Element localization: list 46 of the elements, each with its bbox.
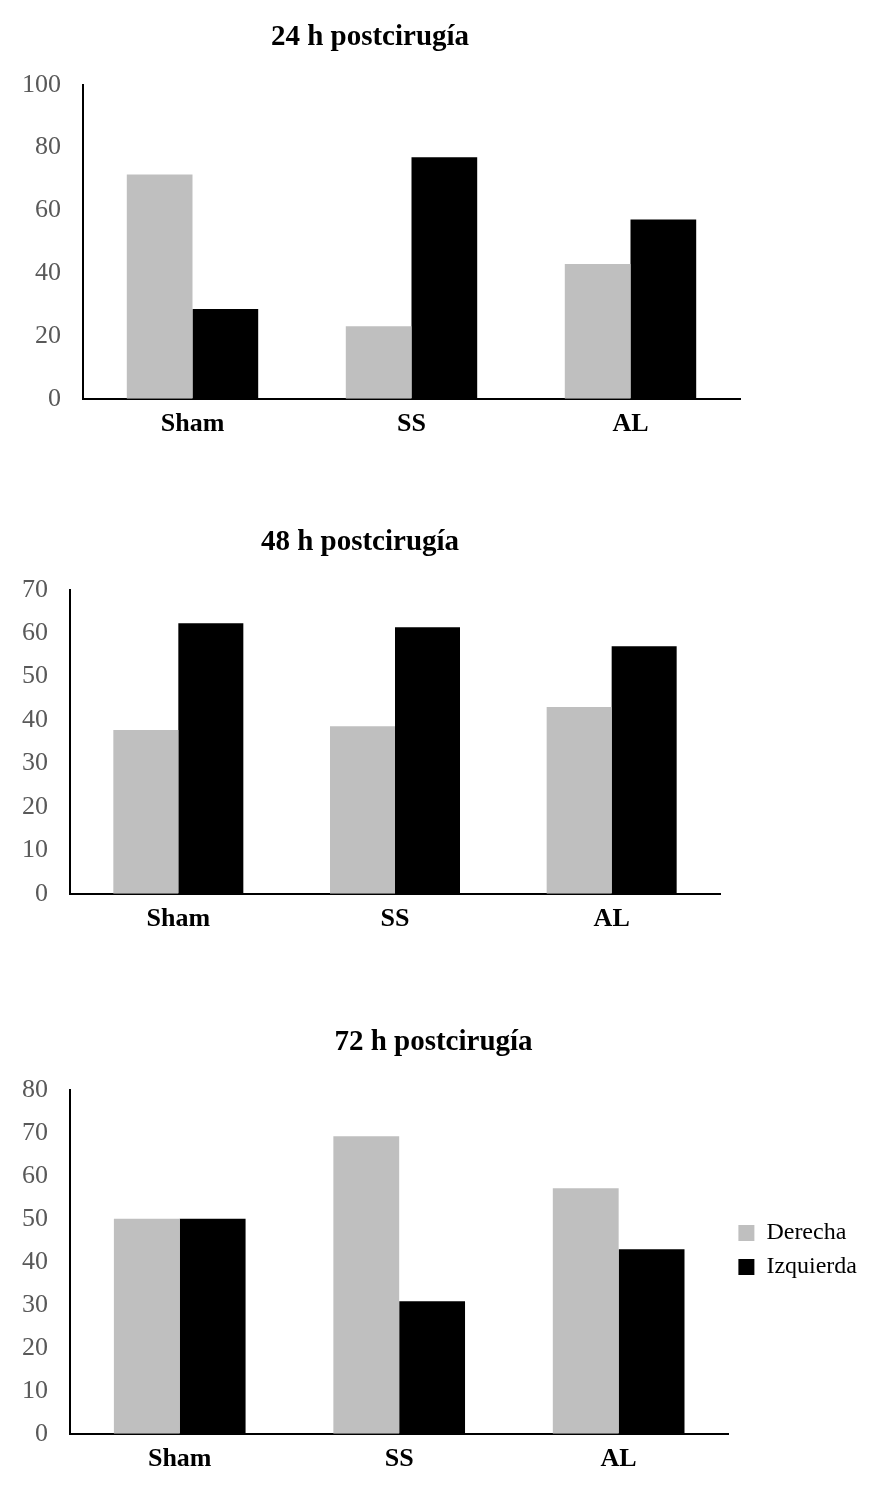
y-tick-label: 20 bbox=[22, 1331, 48, 1361]
x-tick-label: SS bbox=[397, 408, 426, 438]
bar bbox=[126, 174, 193, 399]
bar bbox=[564, 264, 631, 399]
y-tick-label: 40 bbox=[22, 703, 48, 733]
x-tick-label: SS bbox=[380, 903, 410, 933]
x-tick-label: Sham bbox=[160, 408, 225, 438]
bar bbox=[333, 1136, 400, 1434]
x-tick-label: Sham bbox=[147, 1443, 212, 1473]
y-tick-label: 50 bbox=[22, 660, 48, 690]
bar bbox=[113, 1218, 180, 1434]
y-tick-label: 40 bbox=[22, 1245, 48, 1275]
bar bbox=[113, 730, 179, 894]
y-tick-label: 0 bbox=[48, 382, 61, 412]
x-tick-label: AL bbox=[600, 1443, 637, 1473]
bar bbox=[345, 326, 412, 399]
x-tick-label: AL bbox=[612, 408, 649, 438]
y-tick-label: 80 bbox=[22, 1073, 48, 1103]
y-tick-label: 0 bbox=[35, 1417, 48, 1447]
y-tick-label: 70 bbox=[22, 1116, 48, 1146]
x-tick-label: SS bbox=[384, 1443, 414, 1473]
y-tick-label: 20 bbox=[22, 790, 48, 820]
bar bbox=[330, 726, 395, 894]
chart-title: 72 h postcirugía bbox=[334, 1023, 534, 1056]
y-tick-label: 100 bbox=[22, 68, 61, 98]
y-tick-label: 10 bbox=[22, 834, 48, 864]
y-tick-label: 40 bbox=[35, 257, 61, 287]
chart-title: 48 h postcirugía bbox=[260, 523, 460, 556]
y-tick-label: 20 bbox=[35, 319, 61, 349]
bar bbox=[546, 707, 612, 894]
y-tick-label: 60 bbox=[35, 194, 61, 224]
y-tick-label: 60 bbox=[22, 1159, 48, 1189]
y-tick-label: 60 bbox=[22, 617, 48, 647]
legend-label: Derecha bbox=[766, 1218, 847, 1245]
legend-label: Izquierda bbox=[766, 1252, 858, 1279]
y-tick-label: 30 bbox=[22, 747, 48, 777]
y-tick-label: 30 bbox=[22, 1288, 48, 1318]
y-tick-label: 10 bbox=[22, 1374, 48, 1404]
y-tick-label: 80 bbox=[35, 131, 61, 161]
x-tick-label: Sham bbox=[146, 903, 211, 933]
y-tick-label: 50 bbox=[22, 1202, 48, 1232]
y-tick-label: 0 bbox=[35, 877, 48, 907]
x-tick-label: AL bbox=[593, 903, 630, 933]
y-tick-label: 70 bbox=[22, 573, 48, 603]
bar bbox=[552, 1188, 619, 1434]
chart-title: 24 h postcirugía bbox=[270, 18, 470, 51]
